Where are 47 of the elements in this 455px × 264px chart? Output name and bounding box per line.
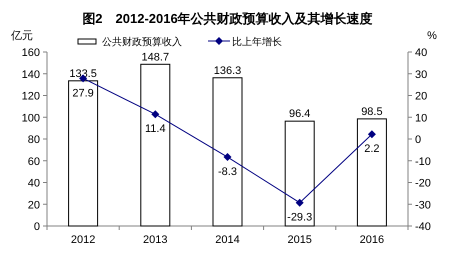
title: 图2 2012-2016年公共财政预算收入及其增长速度 [82,11,373,26]
data-label: -8.3 [218,166,237,178]
y2-tick-label: -30 [415,199,431,212]
data-label: 96.4 [288,108,310,120]
x-tick-label: 2014 [215,234,240,246]
ylabel: 亿元 [11,30,33,42]
x-tick-label: 2013 [143,234,168,246]
data-label: 133.5 [69,68,97,80]
data-label: -29.3 [287,212,312,224]
data-label: 136.3 [214,64,242,77]
y2-tick-label: 0 [415,134,422,146]
y2-tick-label: -10 [415,156,431,168]
y-tick-label: 160 [22,47,40,59]
y2-tick-label: 40 [415,47,428,59]
bar [68,80,98,226]
data-label: 27.9 [72,87,94,100]
x-tick-label: 2015 [287,234,312,246]
point [224,153,232,162]
bar [140,64,170,226]
y2-tick-label: 10 [415,112,428,124]
data-label: 148.7 [142,51,170,64]
x-tick-label: 2012 [70,234,96,246]
y2label: % [427,30,437,42]
y2-tick-label: -20 [415,178,431,190]
x-tick-label: 2016 [360,234,384,246]
legend-label: 比上年增长 [232,36,282,48]
data-label: 2.2 [364,143,380,156]
y2-tick-label: 20 [415,90,428,102]
y2-tick-label: -40 [415,221,431,233]
y-tick-label: 140 [22,68,40,81]
bar [284,120,315,226]
y2-tick-label: 30 [415,68,428,81]
y-tick-label: 80 [28,134,40,146]
point [151,110,160,118]
bar [356,118,387,226]
y-tick-label: 40 [28,178,40,190]
y-tick-label: 120 [22,90,40,102]
y-tick-label: 20 [28,199,40,212]
legend-label: 公共财政预算收入 [102,36,182,48]
bar [212,77,242,226]
y-tick-label: 0 [34,221,40,233]
point [368,130,376,138]
data-label: 11.4 [145,123,166,136]
y-tick-label: 100 [22,112,40,124]
point [296,198,304,207]
data-label: 98.5 [361,106,383,118]
y-tick-label: 60 [28,156,40,168]
